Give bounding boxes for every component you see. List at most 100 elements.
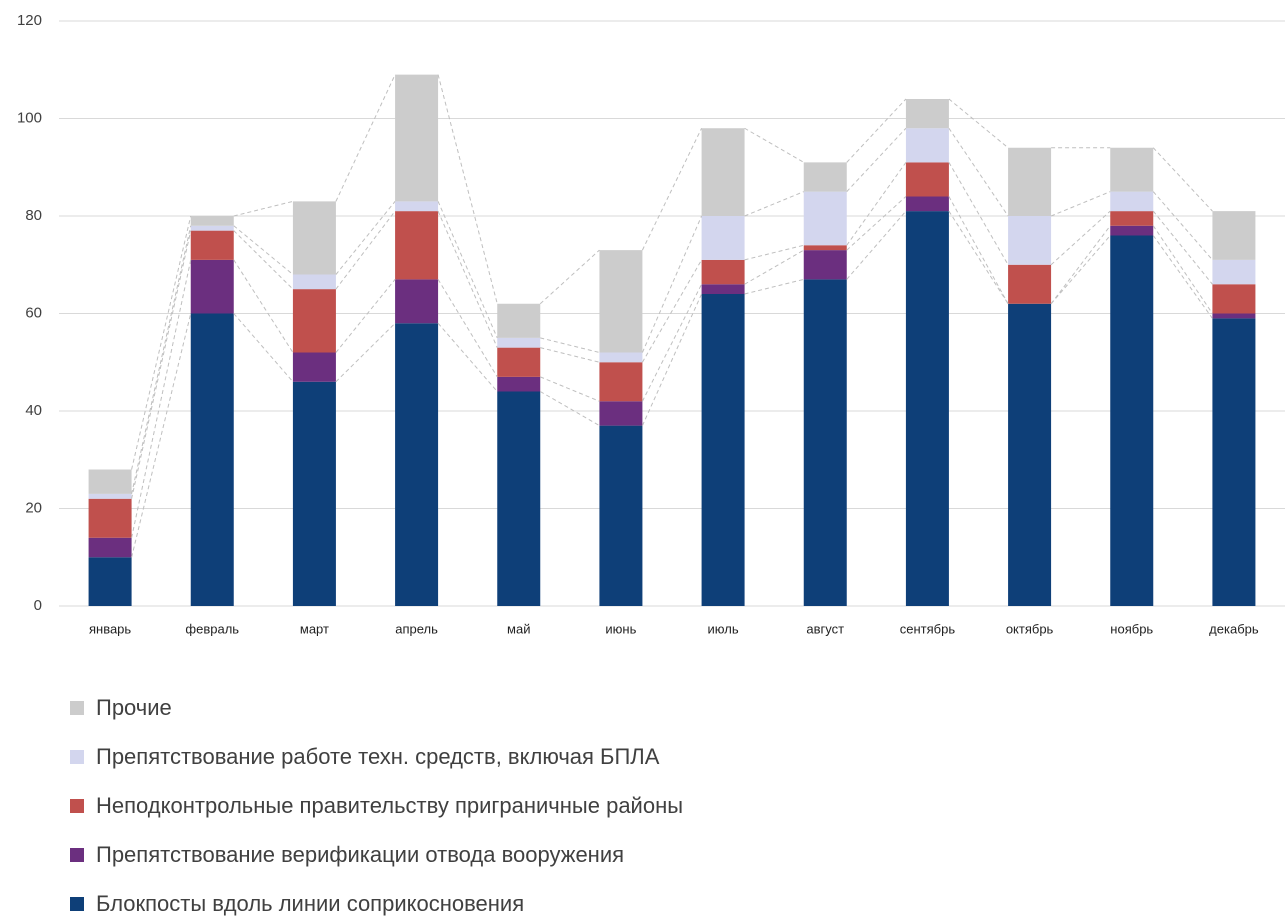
bar-segment — [395, 74, 439, 202]
bar-segment — [1212, 284, 1256, 314]
x-tick-label: январь — [89, 621, 131, 636]
bar-segment — [701, 284, 745, 294]
bar-segment — [599, 250, 643, 353]
series-line — [641, 293, 703, 426]
series-line — [539, 249, 600, 305]
series-line — [1050, 210, 1111, 266]
series-line — [846, 127, 907, 192]
bar-segment — [190, 259, 234, 314]
bar-segment — [190, 225, 234, 231]
series-line — [233, 259, 294, 353]
series-line — [948, 162, 1009, 266]
bar-segment — [1212, 211, 1256, 260]
y-tick-label: 100 — [17, 109, 42, 126]
series-line — [641, 215, 703, 353]
series-line — [846, 98, 907, 163]
x-tick-label: июль — [708, 621, 739, 636]
bar-segment — [701, 294, 745, 606]
series-line — [233, 200, 294, 217]
bar-segment — [190, 216, 234, 226]
legend-label: Препятствование работе техн. средств, вк… — [96, 744, 660, 769]
bar-segment — [599, 352, 643, 363]
bar-segment — [599, 362, 643, 402]
bar-segment — [1110, 225, 1154, 236]
bar-segment — [88, 537, 132, 558]
legend-swatch — [70, 799, 84, 813]
series-line — [233, 313, 294, 383]
y-tick-label: 0 — [34, 597, 42, 614]
series-line — [641, 284, 703, 402]
bar-segment — [395, 323, 439, 606]
series-line — [744, 191, 804, 217]
bar-segment — [1110, 211, 1154, 226]
legend-swatch — [70, 701, 84, 715]
series-line — [1050, 235, 1111, 305]
bar-segment — [88, 557, 132, 606]
bar-segment — [1008, 147, 1052, 216]
legend-swatch — [70, 750, 84, 764]
bar-segment — [497, 337, 541, 348]
series-line — [131, 230, 192, 499]
legend-label: Неподконтрольные правительству пригранич… — [96, 793, 683, 818]
bar-segment — [701, 128, 745, 216]
x-tick-label: ноябрь — [1110, 621, 1153, 636]
y-tick-label: 80 — [25, 207, 42, 224]
series-line — [846, 162, 907, 246]
series-line — [131, 259, 192, 538]
bar-segment — [905, 99, 949, 129]
series-line — [540, 376, 600, 402]
x-tick-label: февраль — [185, 621, 239, 636]
legend-label: Блокпосты вдоль линии соприкосновения — [96, 891, 524, 916]
series-line — [437, 279, 498, 378]
series-line — [131, 225, 192, 494]
series-line — [1050, 191, 1111, 217]
series-line — [540, 391, 600, 427]
bar-segment — [701, 216, 745, 260]
y-tick-label: 20 — [25, 499, 42, 516]
x-tick-label: декабрь — [1209, 621, 1259, 636]
series-line — [233, 225, 294, 275]
series-line — [641, 128, 703, 251]
series-line — [335, 322, 396, 383]
x-tick-label: июнь — [605, 621, 636, 636]
bar-segment — [803, 191, 847, 246]
legend-swatch — [70, 848, 84, 862]
legend-swatch — [70, 897, 84, 911]
series-line — [1050, 225, 1111, 305]
series-line — [1152, 191, 1213, 261]
series-line — [846, 210, 907, 280]
series-line — [437, 74, 498, 304]
bar-segment — [395, 279, 439, 324]
series-line — [437, 322, 498, 392]
bar-segment — [292, 201, 336, 275]
x-tick-label: апрель — [395, 621, 438, 636]
x-tick-label: октябрь — [1006, 621, 1054, 636]
series-line — [744, 127, 804, 163]
bar-segment — [292, 381, 336, 606]
legend-label: Препятствование верификации отвода воору… — [96, 842, 624, 867]
bar-segment — [1008, 303, 1052, 606]
series-line — [744, 249, 804, 285]
series-line — [948, 210, 1009, 305]
series-line — [948, 98, 1009, 149]
bar-segment — [88, 493, 132, 499]
bar-segment — [599, 425, 643, 606]
x-tick-label: март — [300, 621, 329, 636]
bar-segment — [497, 391, 541, 606]
x-tick-label: август — [806, 621, 844, 636]
series-line — [1152, 147, 1213, 212]
bar-segment — [905, 162, 949, 197]
bar-segment — [599, 401, 643, 426]
series-line — [540, 347, 600, 363]
bar-segment — [1110, 147, 1154, 192]
x-tick-label: сентябрь — [900, 621, 956, 636]
bar-segment — [803, 162, 847, 192]
series-line — [1152, 225, 1213, 314]
series-line — [846, 196, 907, 251]
series-line — [948, 127, 1009, 217]
bar-segment — [497, 347, 541, 377]
series-line — [540, 337, 600, 353]
series-line — [335, 201, 396, 275]
bar-segment — [395, 211, 439, 280]
bar-segment — [190, 230, 234, 260]
